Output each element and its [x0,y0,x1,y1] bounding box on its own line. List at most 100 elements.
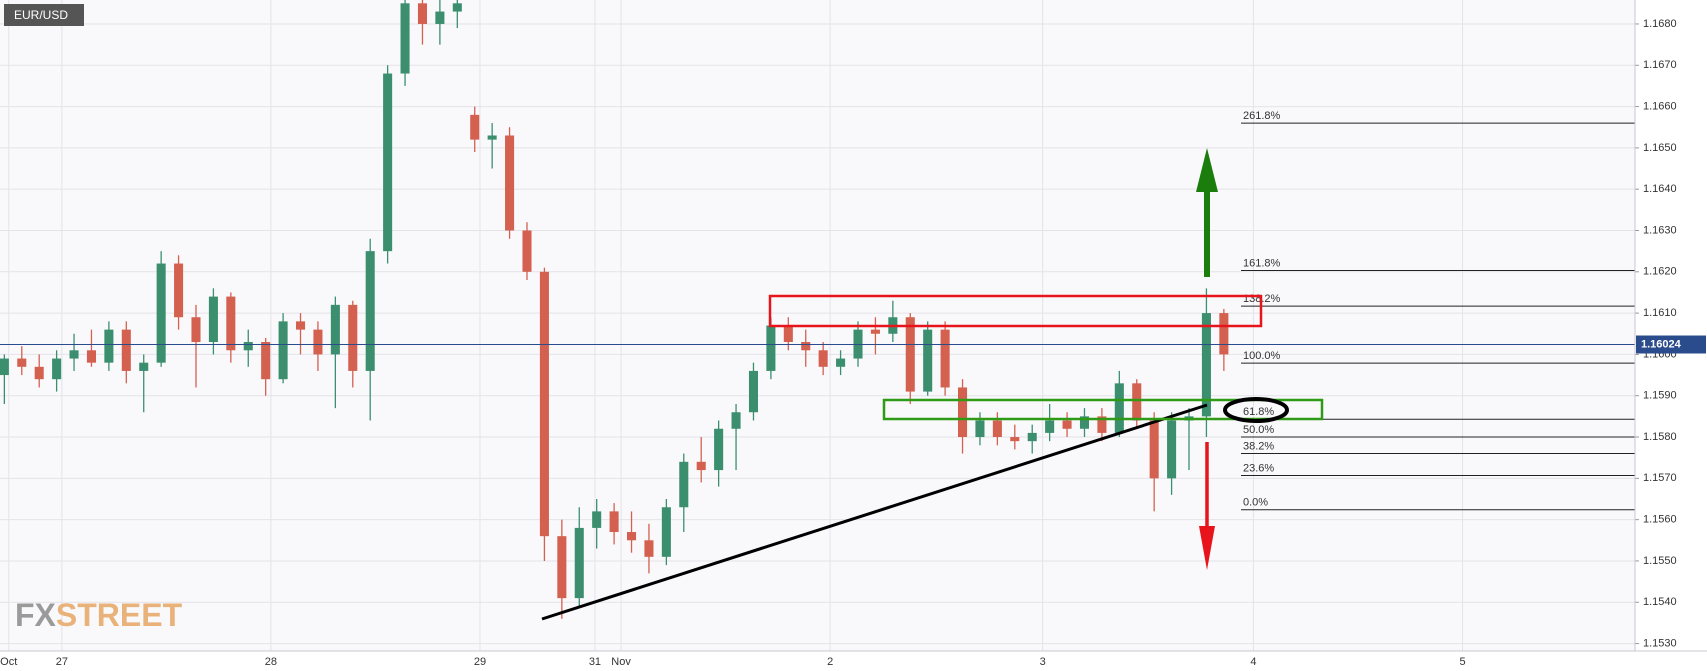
candle-body [1079,416,1090,429]
candle-body [17,358,27,367]
axes: 1.1530 1.1540 1.1550 1.1560 1.1570 1.1580 1.15… [0,18,1706,668]
y-tick-label: 1.1610 [1643,307,1677,319]
watermark: FXSTREET [15,597,183,633]
candle-body [226,296,236,351]
y-tick-label: 1.1540 [1643,596,1677,608]
y-tick-label: 1.1680 [1643,18,1677,30]
candle-body [1219,313,1229,355]
candle-body [261,342,271,380]
candle-body [731,412,741,429]
candle-body [748,370,759,413]
candle-body [679,461,689,508]
x-tick-label: 3 [1040,656,1046,668]
candle-body [348,304,358,371]
y-tick-label: 1.1640 [1643,183,1677,195]
candle-body [818,350,828,367]
resistance-box [768,294,1263,328]
candle-body [69,350,79,359]
candle-body [400,3,410,74]
candle-body [295,321,306,330]
trendline [541,403,1208,621]
title-box [4,4,84,26]
x-tick-label: 5 [1459,656,1465,668]
candle-body [992,420,1002,438]
candle-body [661,507,671,557]
candle-body [139,362,149,371]
candle-body [522,230,532,272]
fib-label: 100.0% [1243,350,1281,362]
candle-body [121,329,131,371]
down-arrow-head [1199,526,1215,570]
candle-body [1062,420,1072,429]
y-tick-label: 1.1550 [1643,555,1677,567]
candle-body [505,135,515,231]
y-tick-label: 1.1580 [1643,431,1677,443]
watermark-fx: FX [15,597,57,633]
candle-body [1045,420,1055,433]
y-tick-label: 1.1620 [1643,266,1677,278]
candle-body [1027,432,1037,442]
candle-body [592,511,602,528]
fib-label: 0.0% [1243,497,1268,509]
candle-body [174,263,184,318]
y-tick-label: 1.1570 [1643,472,1677,484]
candle-body [1132,383,1142,421]
grid [0,0,1635,651]
candle-body [435,11,445,24]
candle-body [574,527,584,599]
x-tick-label: Oct [0,656,17,668]
candle-body [1097,416,1107,433]
last-price-label: 1.16024 [1641,338,1682,350]
candle-body [801,342,811,351]
candle-body [905,317,915,392]
highlight-ellipse [1223,397,1289,423]
candle-body [86,350,96,363]
candle-body [940,329,950,388]
y-tick-label: 1.1670 [1643,59,1677,71]
candle-body [330,304,340,355]
support-box [882,398,1324,421]
fib-label: 38.2% [1243,440,1274,452]
fib-label: 61.8% [1243,406,1274,418]
chart-title: EUR/USD [14,8,68,22]
watermark-street: STREET [56,597,183,633]
candle-body [34,366,44,380]
candle-body [626,532,637,541]
candle-body [539,271,549,537]
x-tick-label: Nov [611,656,631,668]
candle-body [958,387,968,438]
candle-body [1010,437,1020,442]
candle-body [644,540,654,557]
candle-body [104,329,114,363]
candle-body [783,325,793,343]
x-tick-label: 27 [56,656,68,668]
candle-body [696,461,706,471]
candle-body [836,358,846,367]
candle-body [714,428,724,471]
candles [0,0,1229,619]
candle-body [208,296,218,343]
candle-body [557,536,567,599]
x-tick-label: 28 [265,656,277,668]
fib-levels: 261.8%161.8%138.2%100.0%61.8%50.0%38.2%2… [1241,110,1635,511]
candle-body [383,73,393,252]
candle-body [1201,313,1211,417]
up-arrow-head [1196,148,1218,192]
candle-body [1167,420,1177,479]
candle-body [923,329,933,392]
candle-body [191,317,201,343]
candle-body [766,325,776,371]
candle-body [1114,383,1124,433]
candle-body [52,358,62,380]
candle-body [487,135,497,140]
candle-body [156,263,166,363]
candle-body [1149,420,1159,479]
y-tick-label: 1.1530 [1643,637,1677,649]
candle-body [470,114,480,140]
fib-label: 23.6% [1243,462,1274,474]
candle-body [0,358,9,376]
y-tick-label: 1.1630 [1643,224,1677,236]
candle-body [278,321,288,380]
